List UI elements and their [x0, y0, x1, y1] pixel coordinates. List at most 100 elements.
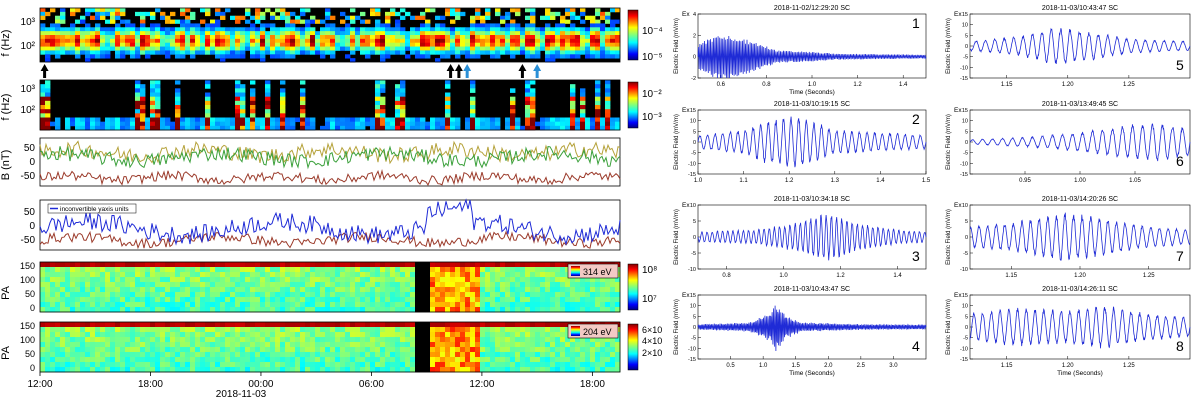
spectrogram-2-cell	[525, 92, 531, 98]
pa-314-cell	[400, 297, 406, 303]
pa-314-cell	[355, 297, 361, 303]
pa-314-cell	[485, 272, 491, 278]
pa-204-cell	[160, 362, 166, 368]
pa-314-cell	[150, 302, 156, 308]
pa-314-cell	[515, 272, 521, 278]
spectrogram-1-cell	[155, 42, 161, 47]
spectrogram-1-cell	[255, 42, 261, 47]
spectrogram-1-cell	[485, 31, 491, 36]
pa-314-cell	[515, 297, 521, 303]
pa-314-cell	[435, 302, 441, 308]
pa-314-cell	[130, 302, 136, 308]
pa-204-cell	[520, 362, 526, 368]
spectrogram-1-cell	[160, 38, 166, 44]
pa-204-cell	[340, 347, 346, 353]
spectrogram-1-cell	[285, 46, 291, 51]
pa-314-cell	[385, 262, 391, 268]
pa-314-cell	[235, 307, 241, 313]
pa-314-cell	[260, 272, 266, 278]
pa-314-cell	[500, 302, 506, 308]
spectrogram-2-cell	[445, 121, 451, 127]
spectrogram-1-cell	[90, 46, 96, 51]
pa-314-cell	[505, 307, 511, 313]
pa-314-cell	[400, 282, 406, 288]
pa-204-colorbar-tick: 4×10	[642, 336, 662, 346]
spectrogram-2-cell	[140, 113, 146, 118]
pa-204-cell	[425, 362, 431, 368]
spectrogram-1-cell	[400, 42, 406, 47]
pa-204-cell	[100, 342, 106, 348]
pa-314-cell	[315, 302, 321, 308]
waveform-trace	[969, 123, 1191, 162]
pa-204-cell	[450, 332, 456, 338]
spectrogram-1-cell	[370, 27, 376, 32]
spectrogram-1-cell	[505, 27, 511, 32]
pa-204-cell	[200, 347, 206, 353]
spectrogram-1-cell	[595, 27, 601, 32]
pa-204-cell	[315, 347, 321, 353]
spectrogram-1-cell	[410, 27, 416, 32]
pa-314-cell	[595, 307, 601, 313]
time-axis-tick-label: 12:00	[469, 379, 494, 390]
spectrogram-1-cell	[440, 50, 446, 55]
pa-314-cell	[395, 272, 401, 278]
pa-204-cell	[395, 367, 401, 373]
spectrogram-1-cell	[310, 27, 316, 32]
spectrogram-1-cell	[405, 42, 411, 47]
pa-314-cell	[390, 267, 396, 273]
pa-314-cell	[415, 307, 421, 313]
pa-314-cell	[250, 262, 256, 268]
pa-204-cell	[70, 342, 76, 348]
pa-314-cell	[205, 282, 211, 288]
pa-204-cell	[405, 367, 411, 373]
waveform-ylabel: Electric Field (mV/m)	[946, 209, 952, 265]
spectrogram-1-cell	[405, 31, 411, 36]
spectrogram-2-cell	[280, 96, 286, 102]
spectrogram-2-cell	[45, 109, 51, 114]
pa-314-cell	[130, 287, 136, 293]
spectrogram-1-cell	[535, 46, 541, 51]
spectrogram-1-cell	[305, 8, 311, 13]
spectrogram-1-cell	[155, 23, 161, 28]
spectrogram-1-cell	[255, 38, 261, 44]
pa-204-cell	[480, 347, 486, 353]
pa-314-cell	[195, 297, 201, 303]
waveform-xtick-label: 1.20	[1062, 363, 1074, 369]
spectrogram-1-cell	[380, 23, 386, 28]
spectrogram-2-cell	[445, 100, 451, 106]
spectrogram-2-cell	[165, 125, 171, 131]
spectrogram-1-cell	[185, 38, 191, 44]
pa-204-cell	[550, 352, 556, 358]
pa-204-cell	[420, 327, 426, 333]
pa-204-cell	[100, 352, 106, 358]
pa-204-cell	[285, 342, 291, 348]
pa-314-cell	[365, 307, 371, 313]
spectrogram-2-cell	[150, 121, 156, 127]
pa-204-cell	[45, 357, 51, 363]
pa-204-cells	[40, 322, 621, 373]
pa-314-cell	[480, 287, 486, 293]
spectrogram-1-cell	[445, 35, 451, 40]
spectrogram-1-cell	[85, 27, 91, 32]
spectrogram-2-cell	[410, 121, 416, 127]
pa-314-cell	[305, 282, 311, 288]
pa-204-cell	[550, 367, 556, 373]
waveform-panel-number: 6	[1176, 153, 1184, 169]
spectrogram-1-cell	[270, 42, 276, 47]
pa-204-cell	[260, 327, 266, 333]
pa-204-cell	[285, 322, 291, 328]
pa-204-cell	[180, 322, 186, 328]
pa-204-cell	[175, 362, 181, 368]
spectrogram-1-cell	[135, 11, 141, 17]
pa-204-cell	[615, 342, 621, 348]
spectrogram-1-cell	[580, 38, 586, 44]
pa-314-cell	[590, 307, 596, 313]
pa-314-cell	[195, 277, 201, 283]
pa-314-cell	[465, 277, 471, 283]
spectrogram-1-cell	[290, 54, 296, 59]
pa-314-cell	[430, 272, 436, 278]
spectrogram-1-cell	[290, 11, 296, 17]
spectrogram-1-cell	[70, 38, 76, 44]
pa-314-cell	[150, 282, 156, 288]
spectrogram-1-cell	[280, 54, 286, 59]
